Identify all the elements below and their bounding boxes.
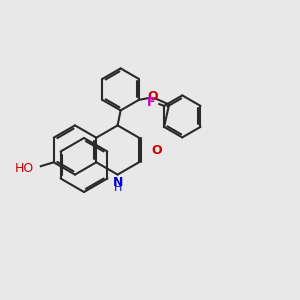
Text: O: O [147, 90, 158, 104]
Text: HO: HO [15, 162, 34, 175]
Text: F: F [147, 96, 156, 110]
Text: H: H [114, 183, 122, 193]
Text: O: O [151, 143, 161, 157]
Text: N: N [113, 176, 123, 189]
